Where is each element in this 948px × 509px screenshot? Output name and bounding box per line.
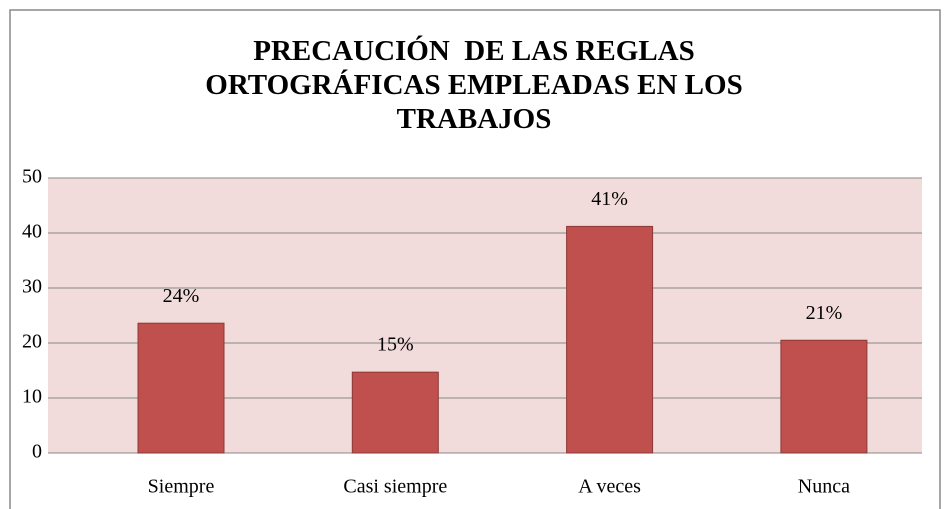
bar — [566, 225, 654, 454]
y-tick-label: 20 — [22, 331, 42, 353]
y-tick-label: 50 — [22, 166, 42, 188]
data-label: 24% — [163, 285, 200, 307]
y-tick-label: 40 — [22, 221, 42, 243]
x-tick-label: A veces — [578, 476, 641, 498]
x-tick-label: Casi siempre — [343, 476, 447, 498]
bar — [351, 371, 439, 454]
y-tick-label: 30 — [22, 276, 42, 298]
chart-border — [9, 9, 941, 509]
data-label: 15% — [377, 334, 414, 356]
bar — [780, 339, 868, 454]
y-tick-label: 10 — [22, 386, 42, 408]
chart-title: PRECAUCIÓN DE LAS REGLAS ORTOGRÁFICAS EM… — [205, 35, 750, 135]
y-tick-label: 0 — [32, 441, 42, 463]
bar — [137, 322, 225, 454]
x-tick-label: Nunca — [798, 476, 850, 498]
data-label: 41% — [591, 188, 628, 210]
data-label: 21% — [806, 302, 843, 324]
x-tick-label: Siempre — [148, 476, 215, 498]
